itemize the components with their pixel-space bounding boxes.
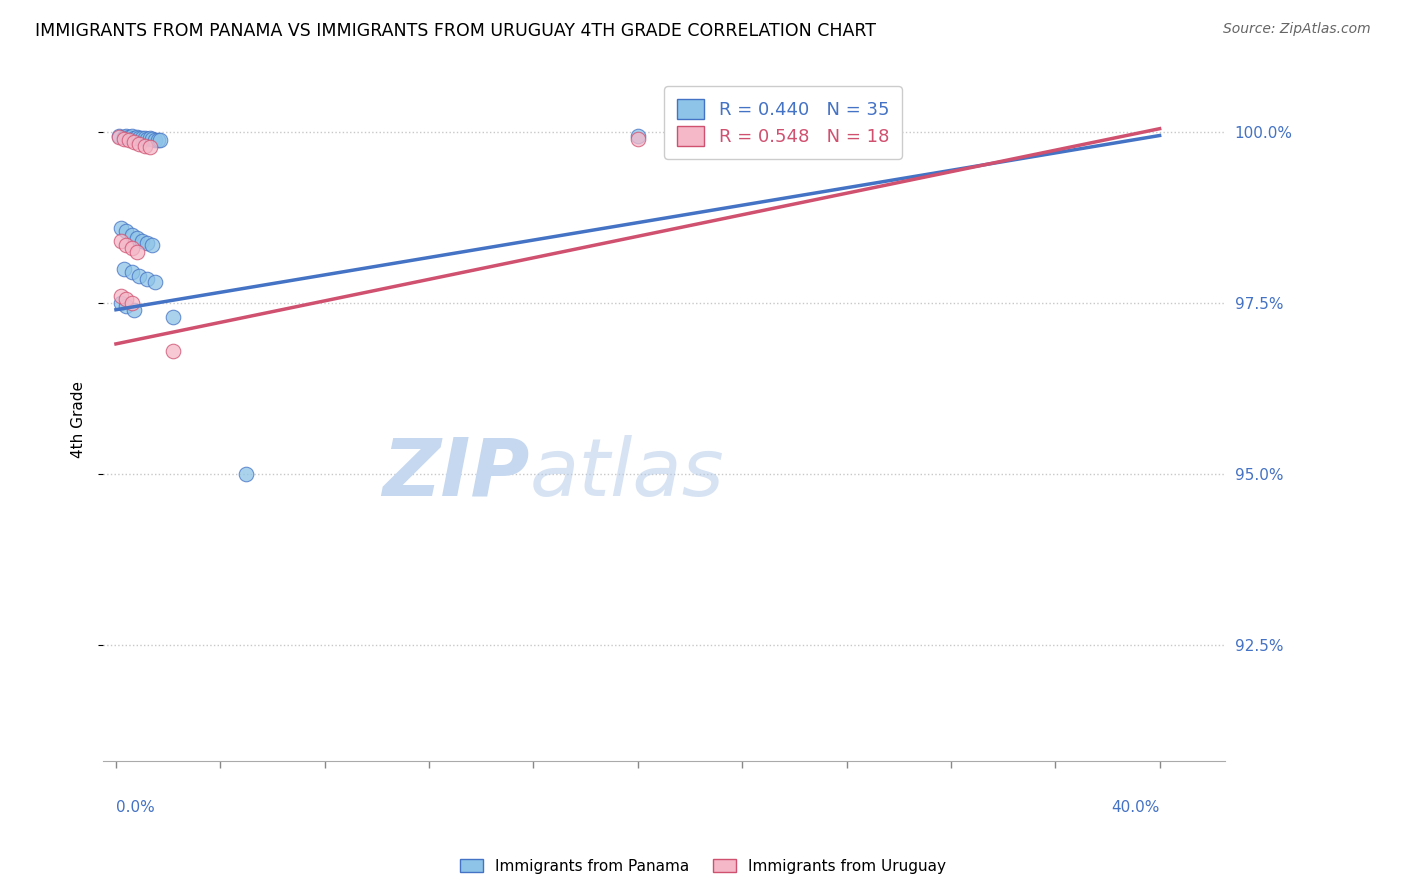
Point [131,235,153,249]
Point [115,128,138,143]
Legend: R = 0.440   N = 35, R = 0.548   N = 18: R = 0.440 N = 35, R = 0.548 N = 18 [665,87,901,159]
Point [118,133,141,147]
Point [115,299,138,313]
Point [112,129,135,144]
Point [139,131,162,145]
Point [134,138,156,153]
Point [122,136,145,150]
Text: Source: ZipAtlas.com: Source: ZipAtlas.com [1223,22,1371,37]
Point [110,296,132,310]
Point [121,241,143,255]
Point [149,133,172,147]
Point [122,130,145,145]
Point [121,296,143,310]
Point [162,343,184,358]
Point [136,132,159,146]
Point [110,289,132,303]
Point [139,140,162,154]
Point [110,235,132,249]
Point [125,244,148,259]
Point [122,302,145,317]
Text: 0.0%: 0.0% [115,799,155,814]
Text: atlas: atlas [529,434,724,513]
Point [115,293,138,307]
Point [131,130,153,145]
Point [235,467,257,481]
Point [162,310,184,324]
Point [134,130,156,145]
Point [112,261,135,276]
Point [125,231,148,245]
Point [128,268,150,283]
Point [136,235,159,250]
Point [115,224,138,238]
Point [125,129,148,144]
Point [121,227,143,242]
Point [627,132,650,146]
Y-axis label: 4th Grade: 4th Grade [72,381,86,458]
Point [107,128,129,143]
Text: 40.0%: 40.0% [1111,799,1160,814]
Point [141,237,163,252]
Point [107,129,129,144]
Point [136,272,159,286]
Point [627,128,650,143]
Point [143,133,166,147]
Point [141,132,163,146]
Text: ZIP: ZIP [382,434,529,513]
Point [128,136,150,151]
Point [112,132,135,146]
Point [143,276,166,290]
Point [118,129,141,144]
Point [146,133,169,147]
Point [128,131,150,145]
Point [110,220,132,235]
Legend: Immigrants from Panama, Immigrants from Uruguay: Immigrants from Panama, Immigrants from … [454,853,952,880]
Text: IMMIGRANTS FROM PANAMA VS IMMIGRANTS FROM URUGUAY 4TH GRADE CORRELATION CHART: IMMIGRANTS FROM PANAMA VS IMMIGRANTS FRO… [35,22,876,40]
Point [121,265,143,279]
Point [115,237,138,252]
Point [744,132,766,146]
Point [121,129,143,144]
